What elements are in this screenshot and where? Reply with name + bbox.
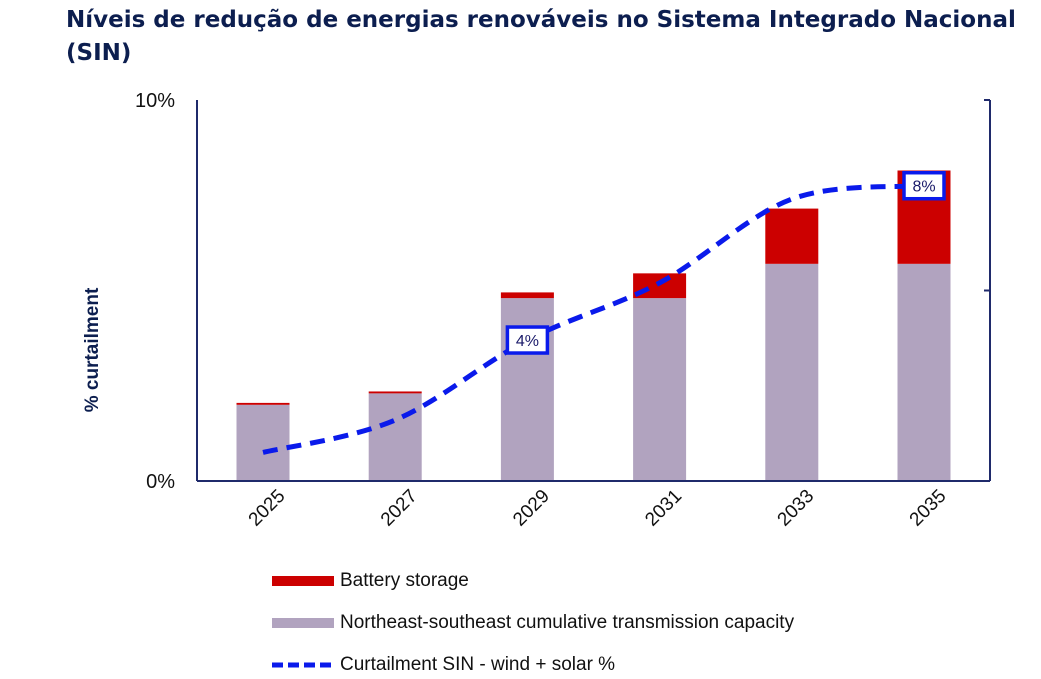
data-label-2035: 8% — [912, 179, 935, 196]
transmission-bar-2035 — [897, 263, 951, 481]
x-tick-label-2029: 2029 — [509, 486, 554, 531]
x-tick-label-2035: 2035 — [906, 486, 951, 531]
y-tick-label-0: 0% — [146, 471, 175, 493]
data-label-box-2029 — [505, 325, 550, 355]
curtailment-line — [262, 183, 925, 455]
legend-swatch-curtailment — [272, 662, 336, 668]
data-label-2029: 4% — [516, 333, 539, 350]
transmission-bar-2033 — [765, 263, 819, 481]
y-tick-label-10: 10% — [135, 90, 175, 112]
legend-swatch-battery — [272, 576, 334, 586]
transmission-bar-2025 — [236, 404, 290, 481]
x-tick-label-2025: 2025 — [245, 486, 290, 531]
battery-bar-2025 — [236, 402, 290, 405]
legend-label-transmission: Northeast-southeast cumulative transmiss… — [340, 612, 795, 633]
y-axis-title: % curtailment — [82, 287, 103, 412]
legend-item-battery: Battery storage — [272, 570, 469, 592]
transmission-bar-2027 — [368, 393, 422, 481]
legend-item-transmission: Northeast-southeast cumulative transmiss… — [272, 612, 794, 634]
battery-bar-2029 — [500, 292, 554, 299]
battery-bar-2033 — [765, 208, 819, 264]
x-tick-label-2033: 2033 — [774, 486, 819, 531]
chart-title: Níveis de redução de energias renováveis… — [66, 7, 1016, 66]
x-tick-label-2027: 2027 — [377, 486, 422, 531]
legend-item-curtailment: Curtailment SIN - wind + solar % — [272, 654, 615, 676]
data-label-box-2035 — [902, 170, 946, 201]
legend-label-battery: Battery storage — [340, 570, 469, 591]
transmission-bar-2031 — [633, 298, 687, 481]
legend-label-curtailment: Curtailment SIN - wind + solar % — [340, 654, 616, 675]
chart-canvas: 0% 10% % curtailment 2025 2027 2029 2031 2033 20… — [82, 90, 991, 531]
x-tick-label-2031: 2031 — [641, 486, 686, 531]
battery-bar-2027 — [368, 391, 422, 394]
legend-swatch-transmission — [272, 618, 334, 628]
